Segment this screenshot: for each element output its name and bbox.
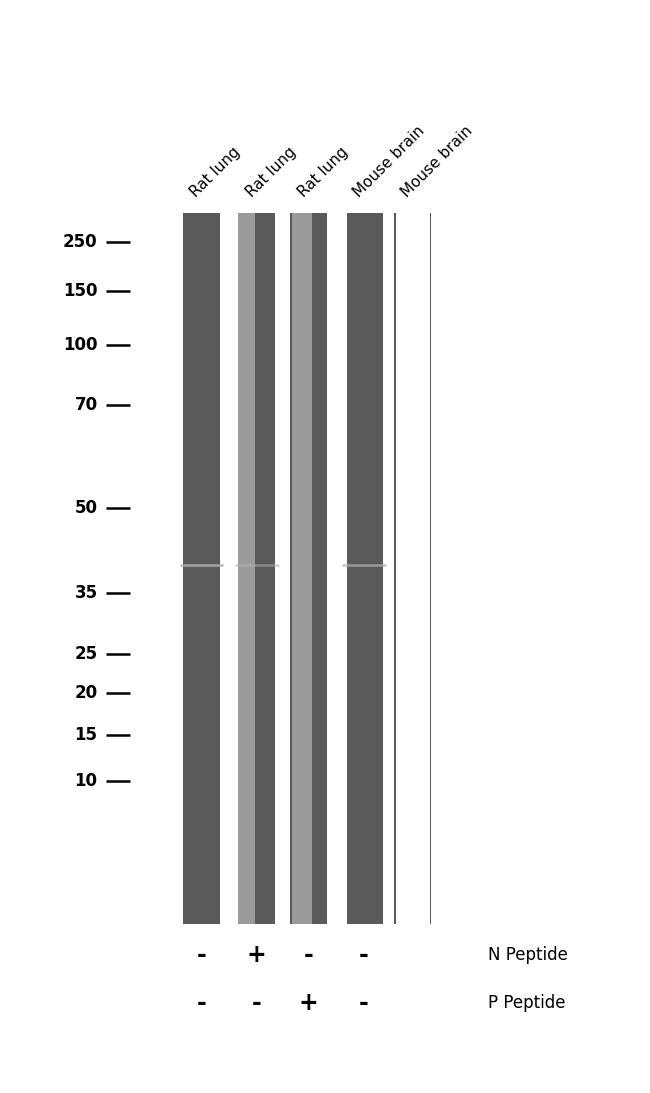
Bar [346,213,383,924]
Bar [291,213,312,924]
Text: N Peptide: N Peptide [488,947,567,964]
Text: -: - [196,943,207,967]
Text: -: - [359,943,369,967]
Text: +: + [299,991,318,1015]
Bar [394,213,432,924]
Text: Rat lung: Rat lung [188,144,243,200]
Text: Mouse brain: Mouse brain [399,124,476,200]
Text: 10: 10 [75,773,98,790]
Bar [328,213,347,924]
Text: -: - [252,991,261,1015]
Bar [290,213,327,924]
Text: 15: 15 [75,727,98,744]
Text: -: - [196,991,207,1015]
Bar [238,213,276,924]
Text: 20: 20 [74,684,98,702]
Bar [183,213,220,924]
Bar [396,213,430,924]
Text: -: - [304,943,313,967]
Text: -: - [359,991,369,1015]
Text: 250: 250 [63,233,98,250]
Text: +: + [247,943,266,967]
Text: Rat lung: Rat lung [295,144,350,200]
Text: 25: 25 [74,645,98,662]
Text: 35: 35 [74,585,98,602]
Text: 70: 70 [74,396,98,414]
Text: 150: 150 [63,282,98,301]
Bar [238,213,255,924]
Text: P Peptide: P Peptide [488,995,565,1012]
Text: 100: 100 [63,336,98,353]
Text: Mouse brain: Mouse brain [350,124,427,200]
Text: Rat lung: Rat lung [243,144,298,200]
Text: 50: 50 [75,500,98,517]
